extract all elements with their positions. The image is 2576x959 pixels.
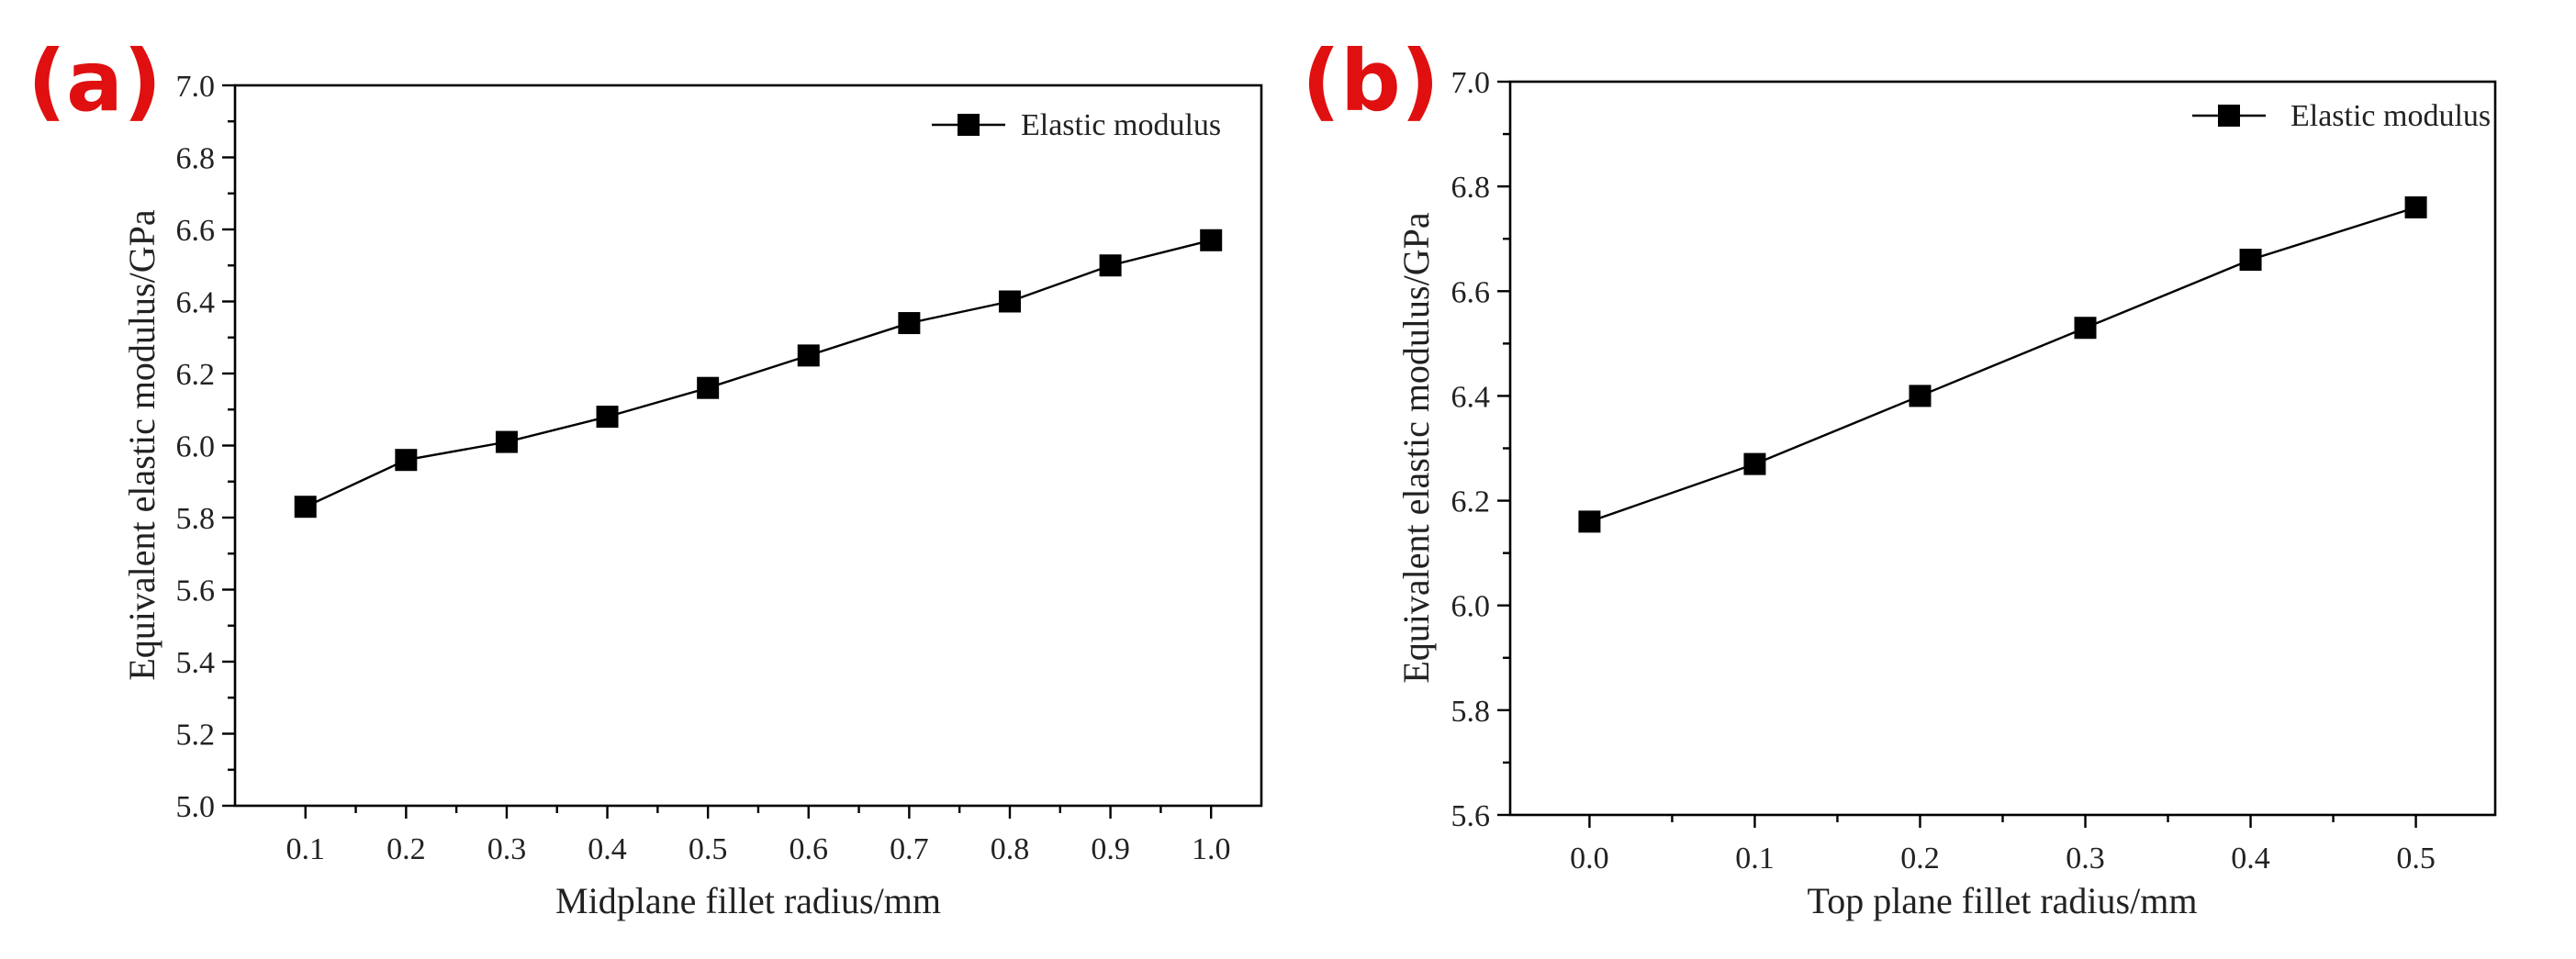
plot-frame-a (233, 84, 1263, 808)
y-axis-title-a: Equivalent elastic modulus/GPa (121, 209, 162, 680)
x-tick-label-b: 0.1 (1735, 842, 1775, 875)
y-tick-label-b: 6.0 (1451, 590, 1491, 624)
x-tick-label-b: 0.4 (2231, 842, 2270, 875)
legend-marker-b (2218, 105, 2240, 127)
y-tick-label-a: 6.4 (176, 286, 216, 320)
x-axis-title-a: Midplane fillet radius/mm (555, 880, 941, 921)
x-axis-title-b: Top plane fillet radius/mm (1808, 880, 2198, 921)
y-tick-label-a: 5.4 (176, 646, 216, 680)
y-tick-label-b: 6.2 (1451, 485, 1491, 519)
y-tick-label-b: 5.8 (1451, 695, 1491, 729)
x-tick-label-b: 0.2 (1900, 842, 1940, 875)
y-tick-label-a: 6.8 (176, 142, 216, 176)
x-tick-label-b: 0.5 (2396, 842, 2436, 875)
y-tick-label-a: 6.0 (176, 430, 216, 464)
y-tick-label-a: 5.6 (176, 574, 216, 608)
panel-label-a: (a) (28, 32, 162, 130)
data-point-a (395, 449, 418, 472)
data-point-a (1200, 229, 1223, 251)
series-line-b (1589, 206, 2416, 523)
x-tick-label-b: 0.3 (2066, 842, 2105, 875)
plot-frame-b (1508, 80, 2497, 817)
data-point-b (1743, 452, 1766, 475)
legend-marker-a (958, 114, 980, 136)
x-tick-label-a: 0.4 (588, 832, 627, 866)
data-point-b (2239, 249, 2262, 272)
y-tick-label-a: 6.2 (176, 358, 216, 392)
panel-label-b: (b) (1302, 32, 1439, 130)
legend-b: Elastic modulus (2192, 99, 2491, 133)
x-tick-label-a: 0.8 (991, 832, 1030, 866)
y-axis-title-b: Equivalent elastic modulus/GPa (1395, 212, 1437, 683)
legend-label-a: Elastic modulus (1021, 108, 1221, 142)
data-point-a (1099, 254, 1122, 277)
x-tick-label-a: 0.6 (790, 832, 829, 866)
chart-panel-b: (b) Equivalent elastic modulus/GPa Top p… (1302, 32, 2497, 921)
data-point-b (1578, 510, 1601, 533)
data-point-b (2074, 317, 2097, 340)
data-point-a (998, 290, 1021, 313)
data-point-b (2404, 195, 2427, 218)
y-tick-label-b: 6.6 (1451, 275, 1491, 309)
y-tick-label-b: 5.6 (1451, 799, 1491, 833)
x-tick-label-a: 0.1 (286, 832, 325, 866)
data-point-a (797, 344, 820, 367)
y-tick-label-b: 6.4 (1451, 380, 1491, 414)
x-tick-label-a: 0.9 (1091, 832, 1130, 866)
x-tick-label-a: 0.3 (487, 832, 527, 866)
y-tick-label-b: 7.0 (1451, 66, 1491, 100)
chart-panel-a: (a) Equivalent elastic modulus/GPa Midpl… (28, 32, 1263, 921)
y-tick-label-a: 6.6 (176, 214, 216, 248)
x-tick-label-a: 0.5 (689, 832, 728, 866)
y-tick-label-a: 5.0 (176, 790, 216, 824)
legend-label-b: Elastic modulus (2290, 99, 2491, 133)
data-point-b (1909, 385, 1932, 407)
data-point-a (697, 376, 720, 399)
data-point-a (495, 430, 518, 453)
y-tick-label-a: 5.8 (176, 502, 216, 536)
y-tick-label-a: 7.0 (176, 70, 216, 104)
data-point-a (596, 406, 619, 429)
data-point-a (898, 312, 921, 335)
y-tick-label-b: 6.8 (1451, 171, 1491, 205)
y-tick-label-a: 5.2 (176, 719, 216, 753)
legend-a: Elastic modulus (932, 108, 1221, 142)
x-tick-label-a: 1.0 (1192, 832, 1231, 866)
x-tick-label-a: 0.7 (890, 832, 929, 866)
x-tick-label-b: 0.0 (1570, 842, 1609, 875)
series-line-a (305, 239, 1212, 508)
x-tick-label-a: 0.2 (386, 832, 426, 866)
data-point-a (294, 496, 317, 519)
